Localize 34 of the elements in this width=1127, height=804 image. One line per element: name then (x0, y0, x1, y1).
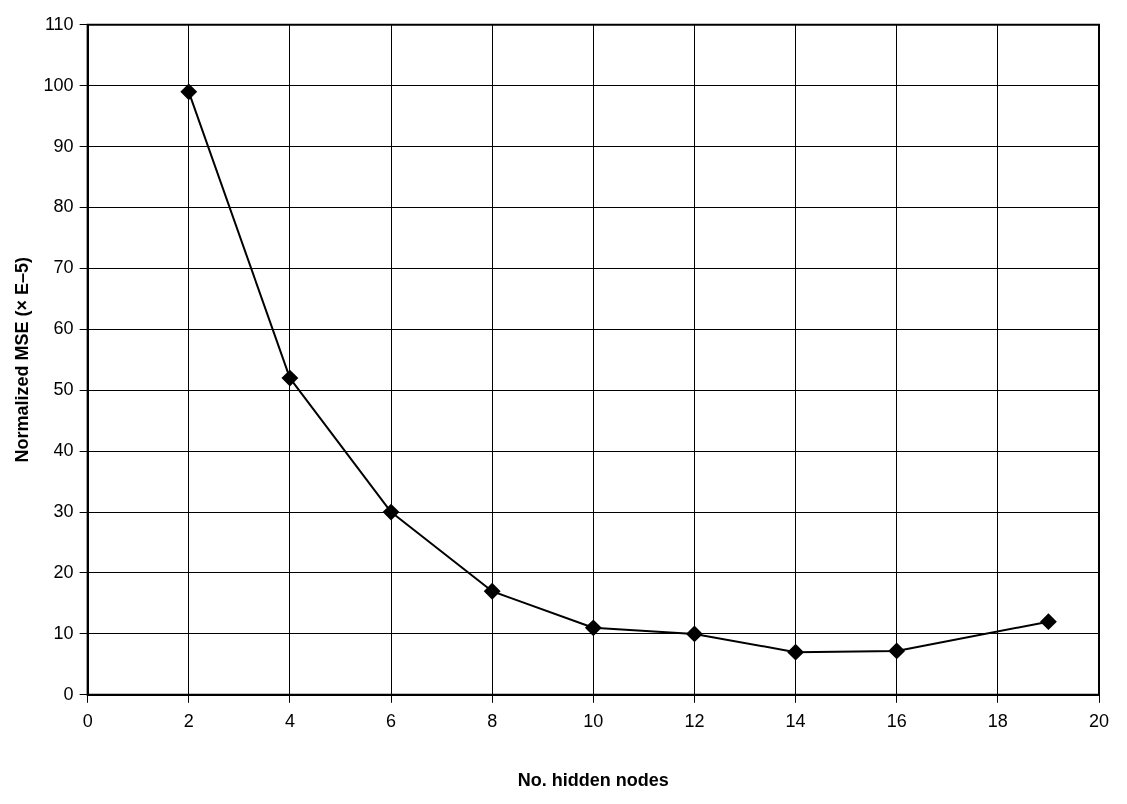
x-tick-label: 4 (284, 710, 295, 731)
x-tick-label: 18 (987, 710, 1008, 731)
point (888, 642, 905, 659)
x-axis-title: No. hidden nodes (517, 770, 669, 791)
y-tick-label: 60 (53, 318, 74, 339)
y-axis-title: Normalized MSE (× E–5) (11, 257, 32, 463)
y-tick-label: 80 (53, 196, 74, 217)
x-tick-label: 12 (684, 710, 705, 731)
x-tick-label: 20 (1088, 710, 1110, 731)
y-tick-label: 40 (53, 440, 74, 461)
point (787, 644, 804, 661)
x-tick-label: 2 (183, 710, 194, 731)
y-tick-label: 10 (53, 622, 74, 643)
x-tick-label: 10 (583, 710, 604, 731)
x-tick-label: 0 (82, 710, 93, 731)
point (1040, 613, 1057, 630)
point (484, 583, 501, 600)
y-tick-label: 50 (53, 379, 74, 400)
y-tick-label: 30 (53, 501, 74, 522)
y-tick-label: 110 (44, 13, 74, 34)
x-tick-label: 8 (487, 710, 498, 731)
point (281, 370, 298, 387)
point (180, 83, 197, 100)
point (686, 625, 703, 642)
y-tick-label: 100 (43, 74, 74, 95)
point (585, 619, 602, 636)
y-tick-label: 90 (53, 135, 74, 156)
x-tick-label: 16 (886, 710, 907, 731)
point (383, 504, 400, 521)
x-tick-label: 6 (386, 710, 397, 731)
y-tick-label: 0 (63, 683, 74, 704)
x-tick-label: 14 (785, 710, 806, 731)
y-tick-label: 70 (53, 257, 74, 278)
y-tick-label: 20 (53, 561, 74, 582)
